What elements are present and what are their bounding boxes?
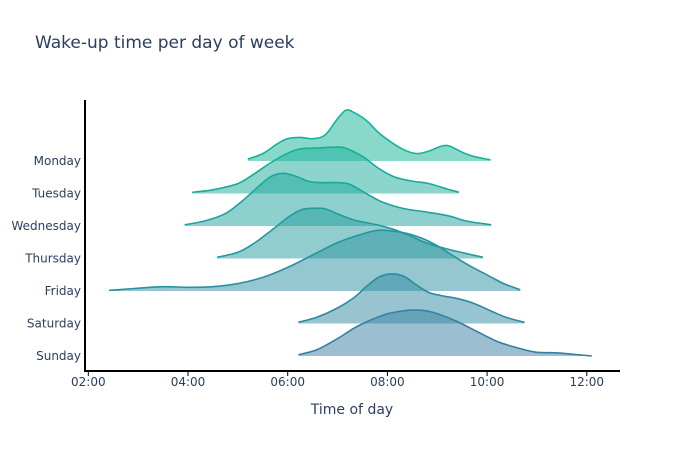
category-label-thursday: Thursday — [24, 252, 81, 266]
chart-title: Wake-up time per day of week — [35, 33, 295, 53]
x-tick-label: 06:00 — [270, 375, 305, 389]
x-tick-label: 04:00 — [171, 375, 206, 389]
x-axis-title: Time of day — [310, 402, 393, 418]
category-labels-group: Monday Tuesday Wednesday Thursday Friday Satu… — [12, 154, 81, 363]
x-tick-label: 02:00 — [71, 375, 106, 389]
ridges-group — [109, 109, 592, 357]
category-label-friday: Friday — [45, 284, 81, 298]
category-label-tuesday: Tuesday — [31, 187, 81, 201]
category-label-wednesday: Wednesday — [12, 219, 81, 233]
ridge-area-tuesday[interactable] — [192, 146, 459, 194]
category-label-sunday: Sunday — [36, 349, 81, 363]
ridge-line-monday — [247, 109, 491, 161]
category-label-saturday: Saturday — [27, 317, 81, 331]
ridge-area-saturday[interactable] — [298, 273, 525, 324]
x-tick-label: 08:00 — [370, 375, 405, 389]
category-label-monday: Monday — [34, 154, 81, 168]
x-tick-label: 12:00 — [569, 375, 604, 389]
x-tick-label: 10:00 — [470, 375, 505, 389]
ridge-area-monday[interactable] — [247, 109, 491, 161]
x-ticks-group: 02:00 04:00 06:00 08:00 10:00 12:00 — [71, 371, 604, 389]
